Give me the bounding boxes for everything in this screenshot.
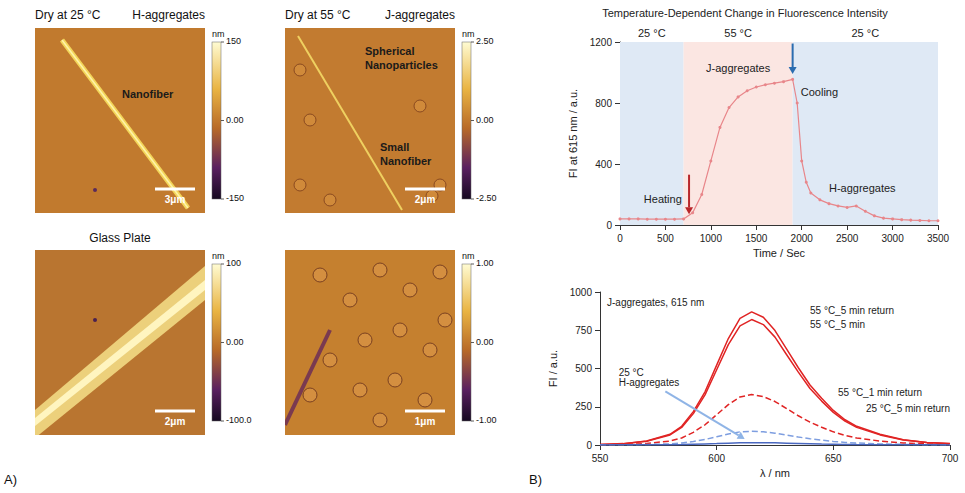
svg-text:H-aggregates: H-aggregates — [132, 8, 205, 22]
html-text:B): B) — [529, 472, 542, 487]
svg-text:-2.50: -2.50 — [476, 193, 497, 203]
svg-text:Small: Small — [380, 141, 409, 153]
svg-text:1000: 1000 — [570, 287, 593, 298]
svg-text:650: 650 — [825, 453, 842, 464]
svg-text:Temperature-Dependent Change i: Temperature-Dependent Change in Fluoresc… — [602, 7, 888, 19]
svg-text:0.00: 0.00 — [476, 337, 494, 347]
svg-text:H-aggregates: H-aggregates — [619, 377, 680, 388]
svg-text:Nanofiber: Nanofiber — [122, 88, 174, 100]
svg-text:0.00: 0.00 — [476, 115, 494, 125]
svg-text:-1.00: -1.00 — [476, 415, 497, 425]
svg-text:3000: 3000 — [881, 233, 904, 244]
svg-text:55 °C_5 min return: 55 °C_5 min return — [810, 305, 894, 316]
svg-text:0: 0 — [606, 220, 612, 231]
svg-text:2.50: 2.50 — [476, 36, 494, 46]
svg-text:600: 600 — [708, 453, 725, 464]
svg-text:3μm: 3μm — [165, 194, 186, 205]
svg-text:FI / a.u.: FI / a.u. — [547, 350, 559, 387]
svg-text:1200: 1200 — [590, 37, 613, 48]
svg-text:Heating: Heating — [644, 193, 682, 205]
html-text:A): A) — [4, 472, 17, 487]
svg-text:Dry at 25 °C: Dry at 25 °C — [35, 8, 101, 22]
svg-text:55 °C: 55 °C — [724, 27, 752, 39]
svg-text:25 °C: 25 °C — [638, 27, 666, 39]
svg-text:25 °C: 25 °C — [851, 27, 879, 39]
svg-text:55 °C_5 min: 55 °C_5 min — [810, 319, 865, 330]
svg-text:0: 0 — [586, 440, 592, 451]
svg-text:3500: 3500 — [927, 233, 950, 244]
svg-text:1.00: 1.00 — [476, 258, 494, 268]
svg-text:Nanofiber: Nanofiber — [380, 155, 432, 167]
svg-text:500: 500 — [657, 233, 674, 244]
svg-text:1000: 1000 — [700, 233, 723, 244]
svg-text:J-aggregates: J-aggregates — [385, 8, 455, 22]
svg-text:J-aggregates, 615 nm: J-aggregates, 615 nm — [607, 297, 704, 308]
svg-text:nm: nm — [462, 251, 475, 261]
svg-text:nm: nm — [212, 251, 225, 261]
svg-text:25 °C: 25 °C — [618, 367, 644, 379]
svg-text:nm: nm — [212, 29, 225, 39]
svg-text:-150: -150 — [226, 193, 244, 203]
svg-text:550: 550 — [592, 453, 609, 464]
svg-text:Nanoparticles: Nanoparticles — [365, 59, 438, 71]
svg-text:nm: nm — [462, 29, 475, 39]
svg-text:2000: 2000 — [791, 233, 814, 244]
svg-text:2μm: 2μm — [165, 416, 186, 427]
svg-text:500: 500 — [575, 363, 592, 374]
svg-text:Cooling: Cooling — [801, 86, 838, 98]
svg-text:1500: 1500 — [745, 233, 768, 244]
svg-text:Dry at 55 °C: Dry at 55 °C — [285, 8, 351, 22]
svg-text:250: 250 — [575, 401, 592, 412]
svg-text:0.00: 0.00 — [226, 115, 244, 125]
svg-text:1μm: 1μm — [415, 416, 436, 427]
svg-text:2500: 2500 — [836, 233, 859, 244]
svg-text:Glass Plate: Glass Plate — [89, 231, 151, 245]
svg-text:100: 100 — [226, 258, 241, 268]
svg-text:Time / Sec: Time / Sec — [753, 247, 806, 259]
svg-text:J-aggregates: J-aggregates — [706, 62, 771, 74]
svg-text:FI at 615 nm / a.u.: FI at 615 nm / a.u. — [567, 89, 579, 178]
svg-text:0.00: 0.00 — [226, 337, 244, 347]
svg-text:Spherical: Spherical — [365, 45, 415, 57]
svg-text:700: 700 — [942, 453, 959, 464]
svg-text:150: 150 — [226, 36, 241, 46]
svg-text:λ / nm: λ / nm — [760, 467, 790, 479]
svg-text:H-aggregates: H-aggregates — [829, 182, 896, 194]
svg-text:400: 400 — [595, 159, 612, 170]
svg-text:0: 0 — [617, 233, 623, 244]
svg-text:2μm: 2μm — [415, 194, 436, 205]
svg-text:750: 750 — [575, 325, 592, 336]
svg-text:55 °C_1 min return: 55 °C_1 min return — [838, 387, 922, 398]
svg-text:25 °C_5 min return: 25 °C_5 min return — [866, 403, 950, 414]
svg-text:800: 800 — [595, 98, 612, 109]
svg-text:-100.0: -100.0 — [226, 415, 252, 425]
